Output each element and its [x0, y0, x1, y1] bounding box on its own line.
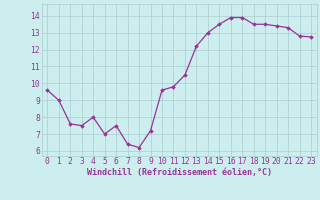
X-axis label: Windchill (Refroidissement éolien,°C): Windchill (Refroidissement éolien,°C)	[87, 168, 272, 177]
